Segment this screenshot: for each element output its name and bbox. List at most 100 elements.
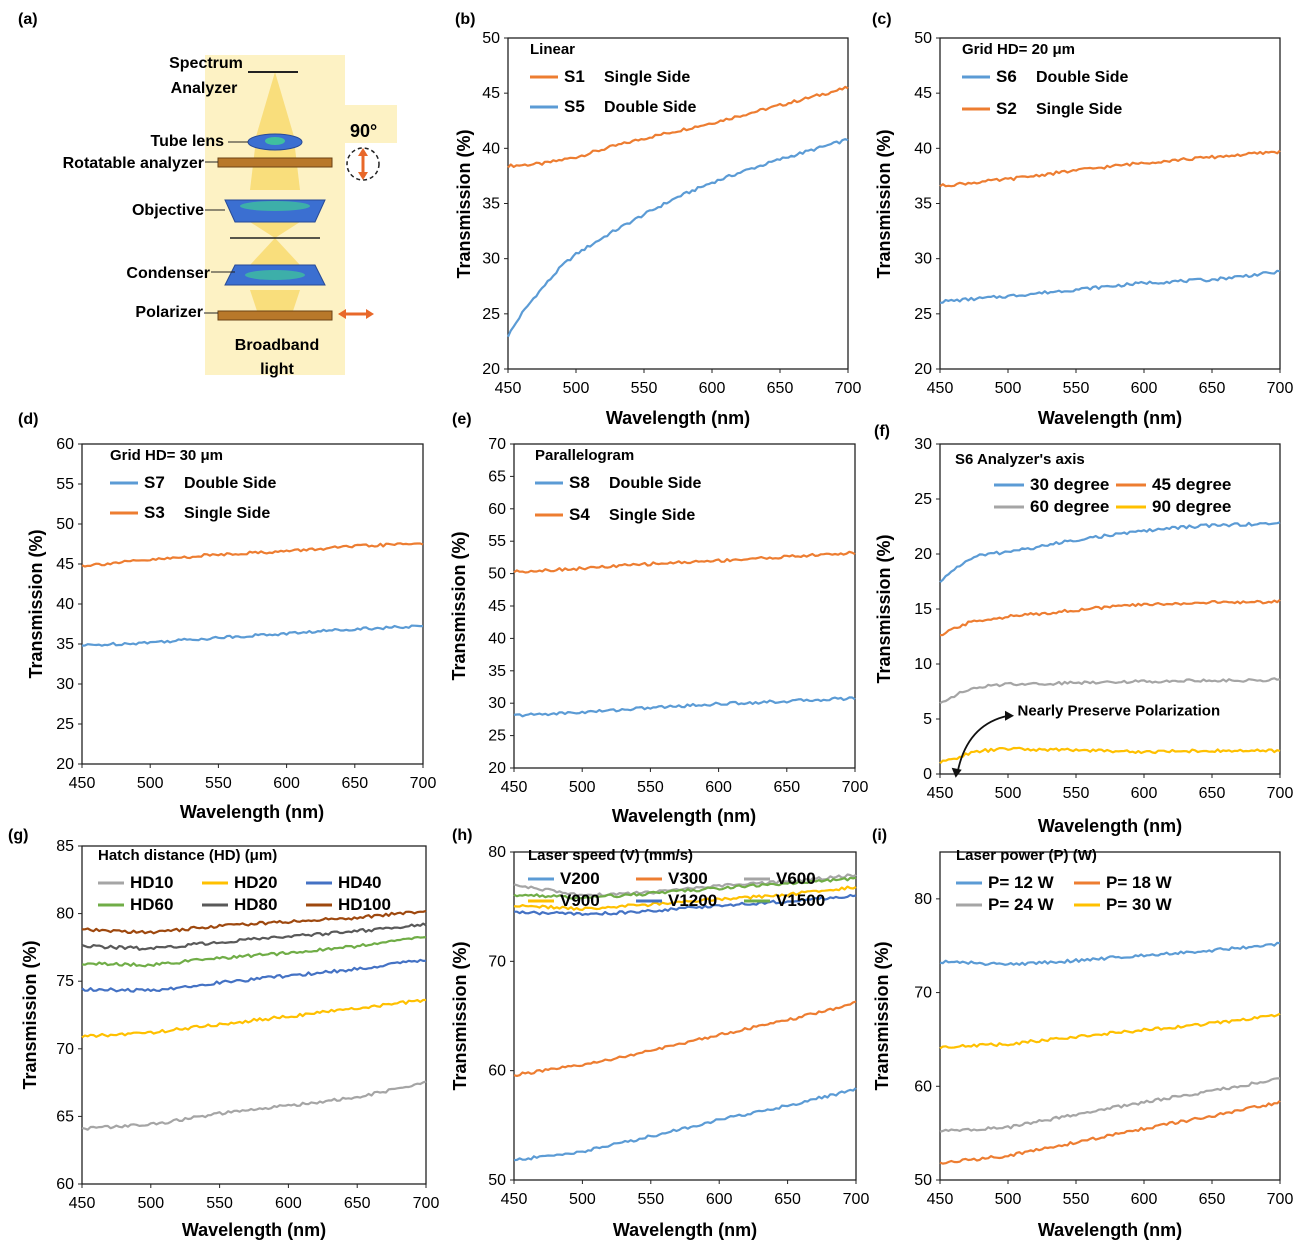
plot-frame — [513, 443, 856, 769]
series-line — [81, 998, 426, 1039]
x-tick-label: 500 — [569, 1191, 596, 1208]
y-tick-label: 25 — [914, 306, 932, 323]
series-line — [939, 1077, 1280, 1133]
y-tick-label: 40 — [56, 596, 74, 613]
light-cone-top — [255, 72, 295, 140]
x-tick-label: 500 — [995, 1191, 1022, 1208]
x-tick-label: 550 — [637, 779, 664, 796]
series-line — [81, 936, 427, 968]
series-line — [81, 624, 423, 647]
y-tick-label: 25 — [488, 728, 506, 745]
x-tick-label: 700 — [843, 1191, 870, 1208]
y-tick-label: 55 — [488, 533, 506, 550]
legend-label: P= 30 W — [1106, 895, 1173, 914]
series-line — [513, 696, 856, 718]
legend-label: HD100 — [338, 895, 391, 914]
setup-diagram: (a) Spectrum Analyzer T — [18, 11, 397, 378]
y-axis-label: Transmission (%) — [26, 529, 46, 678]
polarizer-plate — [217, 310, 333, 321]
legend-label: HD20 — [234, 873, 277, 892]
y-tick-label: 80 — [56, 906, 74, 923]
legend-label: S8 — [569, 473, 590, 492]
y-tick-label: 20 — [914, 361, 932, 378]
legend-label: HD80 — [234, 895, 277, 914]
series-line — [506, 138, 849, 338]
annotation-arrow-icon — [956, 714, 1009, 772]
y-tick-label: 40 — [488, 630, 506, 647]
legend-title: Laser speed (V) (mm/s) — [528, 847, 693, 864]
panel-label: (g) — [8, 827, 28, 844]
legend-label: P= 12 W — [988, 873, 1055, 892]
x-tick-label: 450 — [69, 1195, 96, 1212]
x-tick-label: 600 — [705, 779, 732, 796]
y-tick-label: 50 — [488, 1172, 506, 1189]
x-axis-label: Wavelength (nm) — [1038, 816, 1182, 836]
y-axis-label: Transmission (%) — [449, 531, 469, 680]
panel-label: (i) — [872, 827, 887, 844]
y-tick-label: 30 — [482, 251, 500, 268]
legend-title: Grid HD= 20 μm — [962, 41, 1075, 58]
y-tick-label: 0 — [923, 766, 932, 783]
x-tick-label: 650 — [344, 1195, 371, 1212]
series-line — [81, 922, 427, 951]
label-tube-lens: Tube lens — [151, 133, 225, 150]
series-line — [513, 1000, 857, 1077]
series-line — [939, 677, 1281, 705]
panel-label: (c) — [872, 11, 892, 28]
y-tick-label: 30 — [56, 676, 74, 693]
y-tick-label: 40 — [914, 140, 932, 157]
label-polarizer: Polarizer — [135, 304, 203, 321]
legend-title: Grid HD= 30 μm — [110, 447, 223, 464]
legend-label: P= 24 W — [988, 895, 1055, 914]
x-tick-label: 450 — [501, 1191, 528, 1208]
rotatable-analyzer-plate — [217, 157, 333, 168]
series-line — [939, 599, 1281, 637]
series-line — [939, 149, 1281, 188]
x-tick-label: 650 — [1199, 785, 1226, 802]
panel-label: (h) — [452, 827, 472, 844]
x-tick-label: 450 — [501, 779, 528, 796]
legend-label: V1200 — [668, 891, 717, 910]
arrow-head-icon — [1005, 710, 1014, 721]
x-tick-label: 550 — [631, 380, 658, 397]
y-tick-label: 70 — [914, 985, 932, 1002]
label-condenser: Condenser — [126, 265, 210, 282]
x-tick-label: 700 — [1267, 380, 1294, 397]
series-line — [939, 1099, 1281, 1165]
x-tick-label: 600 — [699, 380, 726, 397]
lens-highlight — [265, 137, 285, 145]
legend-label: S1 — [564, 67, 585, 86]
legend-description: Single Side — [609, 507, 695, 524]
legend-label: HD40 — [338, 873, 381, 892]
chart-panel: (f) 450 500 550 600 650 700 0 5 10 15 20 25 30 Wavelen… — [874, 423, 1293, 836]
legend-description: Single Side — [1036, 101, 1122, 118]
y-tick-label: 75 — [56, 973, 74, 990]
series-line — [939, 269, 1281, 304]
x-tick-label: 550 — [1063, 785, 1090, 802]
arrow-head-icon — [951, 767, 962, 778]
x-tick-label: 700 — [1267, 785, 1294, 802]
legend-label: HD60 — [130, 895, 173, 914]
y-tick-label: 60 — [914, 1078, 932, 1095]
legend-title: Linear — [530, 41, 575, 58]
legend-label: V200 — [560, 869, 600, 888]
x-tick-label: 600 — [1131, 785, 1158, 802]
y-tick-label: 45 — [914, 85, 932, 102]
panel-label: (b) — [455, 11, 475, 28]
x-tick-label: 650 — [341, 775, 368, 792]
y-axis-label: Transmission (%) — [872, 941, 892, 1090]
y-tick-label: 20 — [914, 546, 932, 563]
y-tick-label: 30 — [914, 251, 932, 268]
y-tick-label: 70 — [488, 953, 506, 970]
x-tick-label: 550 — [1063, 380, 1090, 397]
y-tick-label: 50 — [914, 1172, 932, 1189]
y-tick-label: 55 — [56, 476, 74, 493]
legend-label: P= 18 W — [1106, 873, 1173, 892]
legend-description: Single Side — [184, 505, 270, 522]
y-tick-label: 20 — [482, 361, 500, 378]
y-tick-label: 25 — [914, 491, 932, 508]
x-tick-label: 600 — [273, 775, 300, 792]
x-tick-label: 600 — [275, 1195, 302, 1212]
series-line — [939, 941, 1281, 966]
x-tick-label: 600 — [706, 1191, 733, 1208]
